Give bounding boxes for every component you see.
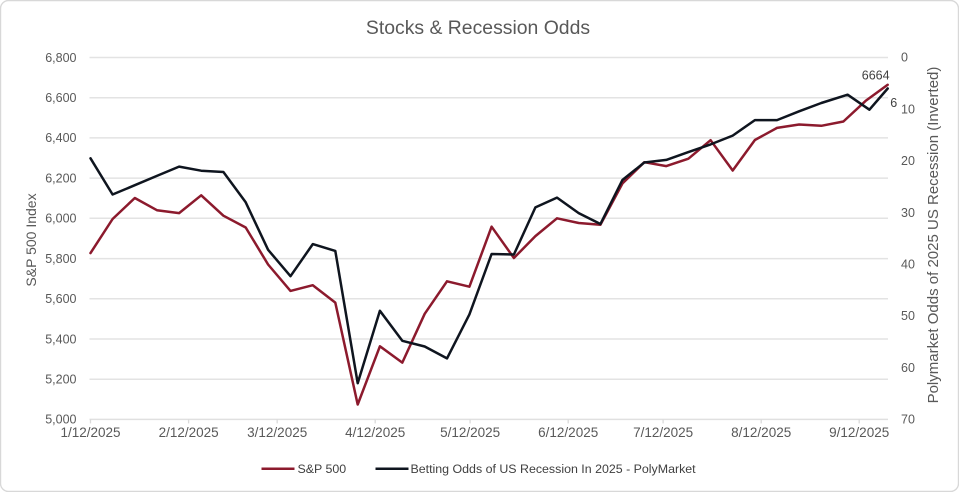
- svg-text:5,200: 5,200: [45, 373, 76, 387]
- svg-text:40: 40: [901, 258, 915, 272]
- svg-text:70: 70: [901, 413, 915, 427]
- svg-text:60: 60: [901, 361, 915, 375]
- svg-text:7/12/2025: 7/12/2025: [633, 425, 693, 440]
- svg-text:8/12/2025: 8/12/2025: [731, 425, 791, 440]
- svg-text:6,000: 6,000: [45, 212, 76, 226]
- svg-text:1/12/2025: 1/12/2025: [60, 425, 120, 440]
- svg-text:10: 10: [901, 102, 915, 116]
- svg-text:3/12/2025: 3/12/2025: [247, 425, 307, 440]
- svg-text:6,200: 6,200: [45, 171, 76, 185]
- svg-text:5,800: 5,800: [45, 252, 76, 266]
- svg-text:50: 50: [901, 309, 915, 323]
- svg-text:5,000: 5,000: [45, 413, 76, 427]
- svg-text:30: 30: [901, 206, 915, 220]
- svg-text:5,400: 5,400: [45, 332, 76, 346]
- svg-text:6,600: 6,600: [45, 91, 76, 105]
- svg-text:6,400: 6,400: [45, 131, 76, 145]
- svg-text:9/12/2025: 9/12/2025: [829, 425, 889, 440]
- svg-text:5/12/2025: 5/12/2025: [440, 425, 500, 440]
- svg-text:20: 20: [901, 154, 915, 168]
- svg-text:S&P 500 Index: S&P 500 Index: [23, 193, 39, 286]
- svg-text:2/12/2025: 2/12/2025: [159, 425, 219, 440]
- svg-text:Stocks & Recession Odds: Stocks & Recession Odds: [366, 17, 590, 39]
- svg-text:6: 6: [890, 96, 897, 110]
- svg-text:6664: 6664: [862, 69, 890, 83]
- svg-text:S&P 500: S&P 500: [298, 462, 347, 476]
- svg-text:Betting Odds of US Recession I: Betting Odds of US Recession In 2025 - P…: [411, 462, 697, 476]
- svg-text:6,800: 6,800: [45, 51, 76, 65]
- svg-text:4/12/2025: 4/12/2025: [345, 425, 405, 440]
- svg-text:0: 0: [901, 51, 908, 65]
- svg-text:6/12/2025: 6/12/2025: [538, 425, 598, 440]
- svg-text:Polymarket Odds of 2025 US Rec: Polymarket Odds of 2025 US Recession (In…: [925, 67, 942, 404]
- svg-text:5,600: 5,600: [45, 292, 76, 306]
